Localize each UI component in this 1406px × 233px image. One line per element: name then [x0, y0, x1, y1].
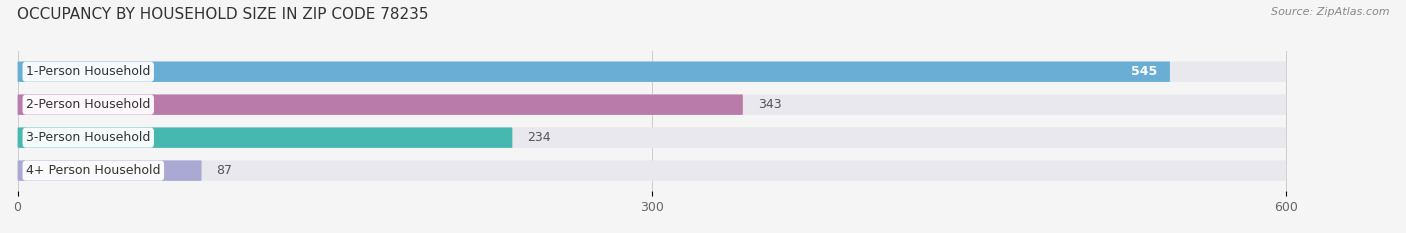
FancyBboxPatch shape [18, 127, 1286, 148]
Text: 87: 87 [217, 164, 232, 177]
Text: 545: 545 [1130, 65, 1157, 78]
FancyBboxPatch shape [18, 127, 512, 148]
Text: 234: 234 [527, 131, 551, 144]
Text: 2-Person Household: 2-Person Household [27, 98, 150, 111]
Text: 3-Person Household: 3-Person Household [27, 131, 150, 144]
FancyBboxPatch shape [18, 62, 1170, 82]
Text: 4+ Person Household: 4+ Person Household [27, 164, 160, 177]
FancyBboxPatch shape [18, 94, 742, 115]
Text: Source: ZipAtlas.com: Source: ZipAtlas.com [1271, 7, 1389, 17]
Text: OCCUPANCY BY HOUSEHOLD SIZE IN ZIP CODE 78235: OCCUPANCY BY HOUSEHOLD SIZE IN ZIP CODE … [17, 7, 429, 22]
FancyBboxPatch shape [18, 160, 1286, 181]
FancyBboxPatch shape [18, 94, 1286, 115]
Text: 343: 343 [758, 98, 782, 111]
Text: 1-Person Household: 1-Person Household [27, 65, 150, 78]
FancyBboxPatch shape [18, 160, 201, 181]
FancyBboxPatch shape [18, 62, 1286, 82]
